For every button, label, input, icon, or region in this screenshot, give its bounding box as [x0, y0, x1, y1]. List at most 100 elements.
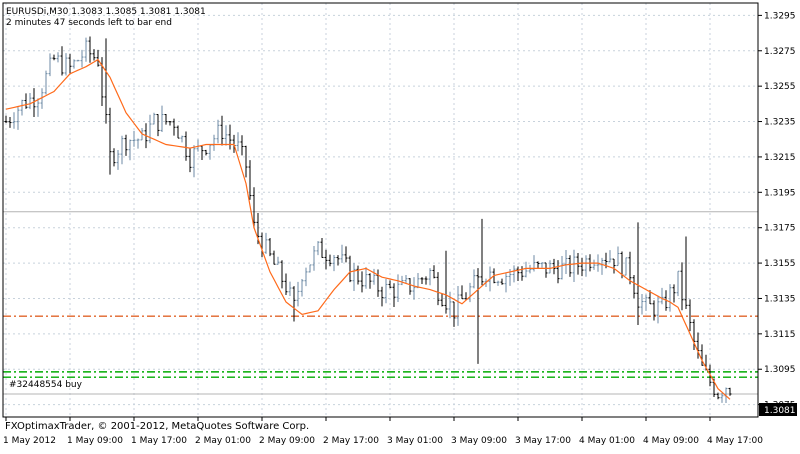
last-price-box — [759, 403, 797, 416]
candle — [40, 88, 44, 109]
y-tick-label: 1.3255 — [764, 82, 796, 92]
candle — [188, 148, 192, 173]
time-axis[interactable]: 1 May 2012 1 May 09:00 1 May 17:00 2 May 01… — [3, 417, 763, 446]
candle — [72, 59, 76, 69]
candle — [64, 53, 68, 76]
candle — [4, 115, 8, 123]
candle — [212, 134, 216, 151]
candle — [156, 114, 160, 137]
candle — [268, 238, 272, 257]
candle — [304, 267, 308, 287]
candle — [48, 53, 52, 77]
candle — [448, 291, 452, 319]
candle — [420, 277, 424, 285]
candle — [364, 267, 368, 289]
copyright-text: FXOptimaxTrader, © 2001-2012, MetaQuotes… — [5, 421, 309, 432]
candle — [8, 117, 12, 128]
x-tick-label: 3 May 09:00 — [451, 436, 507, 446]
x-tick-label: 2 May 01:00 — [195, 436, 251, 446]
candle — [700, 344, 704, 366]
candle — [264, 232, 268, 254]
candle — [28, 92, 32, 110]
candle — [320, 238, 324, 258]
candle — [528, 264, 532, 274]
x-tick-label: 1 May 2012 — [3, 436, 56, 446]
candle — [404, 275, 408, 284]
candle — [716, 392, 720, 400]
candle — [636, 222, 640, 325]
candle — [520, 266, 524, 281]
candle — [500, 278, 504, 285]
y-tick-label: 1.3215 — [764, 153, 796, 163]
candle — [560, 255, 564, 280]
candle — [308, 264, 312, 273]
candle — [688, 299, 692, 332]
y-tick-label: 1.3175 — [764, 224, 796, 234]
candle — [80, 49, 84, 68]
price-axis[interactable]: 1.3295 1.3275 1.3255 1.3235 1.3215 1.3195 1.31… — [758, 11, 796, 411]
candle — [336, 255, 340, 266]
candle — [208, 144, 212, 160]
horizontal-lines — [3, 211, 758, 395]
candle — [428, 268, 432, 286]
y-tick-label: 1.3135 — [764, 294, 796, 304]
candle — [372, 268, 376, 285]
candle — [56, 52, 60, 63]
candle — [396, 274, 400, 303]
bar-timer: 2 minutes 47 seconds left to bar end — [6, 18, 172, 28]
candle — [216, 119, 220, 144]
y-tick-label: 1.3275 — [764, 47, 796, 57]
candle — [220, 115, 224, 146]
candle — [332, 255, 336, 272]
candle — [128, 139, 132, 161]
candle — [352, 263, 356, 291]
candle — [356, 265, 360, 285]
candle — [392, 283, 396, 308]
y-tick-label: 1.3295 — [764, 11, 796, 21]
candle — [176, 125, 180, 139]
candle — [416, 273, 420, 289]
candle — [104, 38, 108, 124]
last-price-label: 1.3081 — [764, 406, 796, 416]
candle — [592, 259, 596, 270]
candle — [624, 257, 628, 276]
candle — [452, 301, 456, 327]
candle — [152, 112, 156, 125]
order-label[interactable]: #32448554 buy — [9, 380, 83, 390]
x-tick-label: 3 May 01:00 — [387, 436, 443, 446]
candle — [676, 270, 680, 297]
candle — [244, 145, 248, 178]
candle — [720, 392, 724, 403]
candle — [92, 49, 96, 61]
candle — [412, 277, 416, 300]
x-tick-label: 3 May 17:00 — [515, 436, 571, 446]
candle — [344, 246, 348, 263]
candle — [32, 88, 36, 118]
candle — [524, 261, 528, 278]
candle — [228, 124, 232, 150]
candle — [248, 160, 252, 200]
candle — [280, 260, 284, 289]
x-tick-label: 4 May 17:00 — [707, 436, 763, 446]
candle — [16, 107, 20, 130]
candle — [440, 293, 444, 307]
candle — [408, 278, 412, 295]
candle — [316, 241, 320, 256]
y-tick-label: 1.3155 — [764, 259, 796, 269]
candle — [368, 273, 372, 289]
candle — [552, 258, 556, 275]
candle — [476, 268, 480, 364]
candle — [276, 256, 280, 265]
grid — [3, 3, 758, 417]
candle — [252, 187, 256, 228]
candle — [236, 132, 240, 152]
candle — [148, 114, 152, 144]
candle — [292, 286, 296, 322]
x-tick-label: 4 May 01:00 — [579, 436, 635, 446]
candle — [628, 251, 632, 285]
candle — [564, 250, 568, 274]
candle — [504, 273, 508, 293]
